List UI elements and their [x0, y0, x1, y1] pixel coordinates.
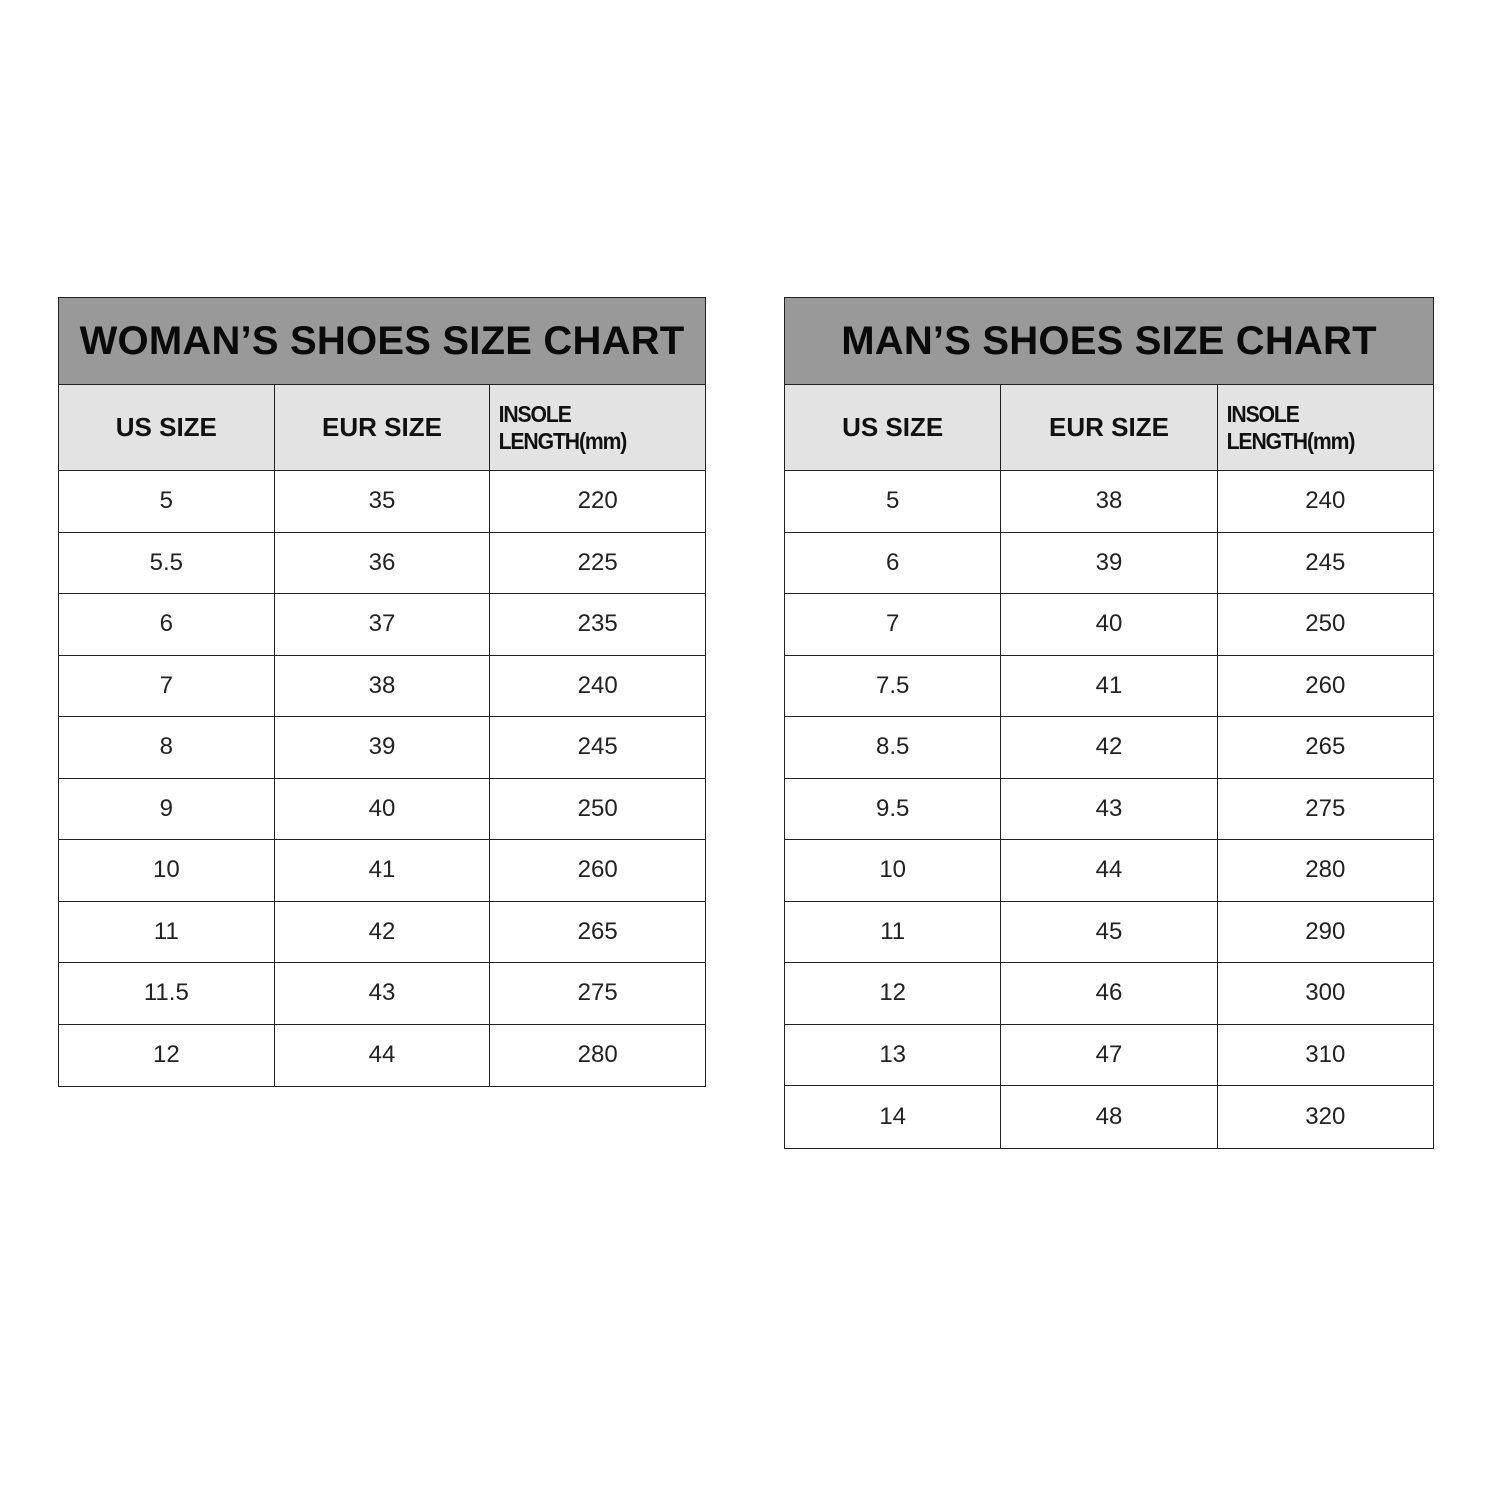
us-size-cell: 7.5 [785, 655, 1002, 716]
table-row: 10 44 280 [785, 840, 1433, 902]
insole-length-cell: 260 [1305, 671, 1346, 699]
eur-size-cell: 39 [1001, 532, 1218, 593]
eur-size-cell: 42 [275, 901, 491, 962]
us-size-cell: 8.5 [785, 717, 1002, 778]
table-row: 8.5 42 265 [785, 717, 1433, 779]
header-eur-size: EUR SIZE [275, 385, 491, 470]
eur-size-cell: 43 [275, 963, 491, 1024]
us-size-cell: 9 [59, 778, 275, 839]
us-size-cell: 6 [59, 594, 275, 655]
eur-size-cell: 35 [275, 471, 491, 532]
us-size-cell: 5 [785, 471, 1002, 532]
us-size-cell: 11 [785, 901, 1002, 962]
eur-size-cell: 38 [1001, 471, 1218, 532]
women-chart-title: WOMAN’S SHOES SIZE CHART [59, 298, 705, 385]
header-us-size: US SIZE [785, 385, 1002, 470]
table-row: 14 48 320 [785, 1086, 1433, 1148]
us-size-cell: 8 [59, 717, 275, 778]
table-row: 5 38 240 [785, 471, 1433, 533]
insole-length-cell: 275 [577, 979, 618, 1007]
insole-length-cell: 300 [1305, 979, 1346, 1007]
us-size-cell: 12 [785, 963, 1002, 1024]
header-us-size: US SIZE [59, 385, 275, 470]
eur-size-cell: 44 [1001, 840, 1218, 901]
eur-size-cell: 41 [275, 840, 491, 901]
table-row: 12 46 300 [785, 963, 1433, 1025]
us-size-cell: 7 [785, 594, 1002, 655]
table-row: 5.5 36 225 [59, 532, 705, 594]
us-size-cell: 14 [785, 1086, 1002, 1148]
table-row: 5 35 220 [59, 471, 705, 533]
table-row: 8 39 245 [59, 717, 705, 779]
table-row: 12 44 280 [59, 1024, 705, 1086]
us-size-cell: 6 [785, 532, 1002, 593]
us-size-cell: 12 [59, 1024, 275, 1086]
us-size-cell: 10 [785, 840, 1002, 901]
insole-length-cell: 225 [577, 548, 618, 576]
table-row: 13 47 310 [785, 1024, 1433, 1086]
insole-length-cell: 245 [577, 733, 618, 761]
table-row: 10 41 260 [59, 840, 705, 902]
eur-size-cell: 40 [275, 778, 491, 839]
eur-size-cell: 37 [275, 594, 491, 655]
eur-size-cell: 38 [275, 655, 491, 716]
women-header-row: US SIZE EUR SIZE INSOLE LENGTH(mm) [59, 385, 705, 471]
insole-length-cell: 250 [577, 794, 618, 822]
header-insole-length: INSOLE LENGTH(mm) [498, 400, 628, 454]
eur-size-cell: 46 [1001, 963, 1218, 1024]
us-size-cell: 11.5 [59, 963, 275, 1024]
eur-size-cell: 48 [1001, 1086, 1218, 1148]
us-size-cell: 11 [59, 901, 275, 962]
insole-length-cell: 260 [577, 856, 618, 884]
men-table-body: 5 38 240 6 39 245 7 40 250 7.5 41 260 8.5 42 265 9.5 43 2… [785, 471, 1433, 1148]
insole-length-cell: 290 [1305, 917, 1346, 945]
women-size-chart: WOMAN’S SHOES SIZE CHART US SIZE EUR SIZ… [58, 297, 706, 1087]
table-row: 11 45 290 [785, 901, 1433, 963]
insole-length-cell: 240 [577, 671, 618, 699]
insole-length-cell: 320 [1305, 1102, 1346, 1130]
insole-length-cell: 220 [577, 487, 618, 515]
us-size-cell: 10 [59, 840, 275, 901]
table-row: 7 40 250 [785, 594, 1433, 656]
insole-length-cell: 250 [1305, 610, 1346, 638]
eur-size-cell: 36 [275, 532, 491, 593]
insole-length-cell: 275 [1305, 794, 1346, 822]
insole-length-cell: 265 [1305, 733, 1346, 761]
eur-size-cell: 40 [1001, 594, 1218, 655]
insole-length-cell: 240 [1305, 487, 1346, 515]
us-size-cell: 13 [785, 1024, 1002, 1085]
table-row: 9.5 43 275 [785, 778, 1433, 840]
men-header-row: US SIZE EUR SIZE INSOLE LENGTH(mm) [785, 385, 1433, 471]
eur-size-cell: 41 [1001, 655, 1218, 716]
men-chart-title: MAN’S SHOES SIZE CHART [785, 298, 1433, 385]
us-size-cell: 5.5 [59, 532, 275, 593]
insole-length-cell: 245 [1305, 548, 1346, 576]
eur-size-cell: 39 [275, 717, 491, 778]
us-size-cell: 9.5 [785, 778, 1002, 839]
insole-length-cell: 310 [1305, 1040, 1346, 1068]
eur-size-cell: 44 [275, 1024, 491, 1086]
eur-size-cell: 45 [1001, 901, 1218, 962]
eur-size-cell: 47 [1001, 1024, 1218, 1085]
eur-size-cell: 43 [1001, 778, 1218, 839]
eur-size-cell: 42 [1001, 717, 1218, 778]
header-eur-size: EUR SIZE [1001, 385, 1218, 470]
table-row: 6 37 235 [59, 594, 705, 656]
table-row: 11 42 265 [59, 901, 705, 963]
insole-length-cell: 280 [577, 1041, 618, 1069]
insole-length-cell: 235 [577, 610, 618, 638]
us-size-cell: 5 [59, 471, 275, 532]
men-size-chart: MAN’S SHOES SIZE CHART US SIZE EUR SIZE … [784, 297, 1434, 1149]
us-size-cell: 7 [59, 655, 275, 716]
table-row: 9 40 250 [59, 778, 705, 840]
header-insole-length: INSOLE LENGTH(mm) [1226, 400, 1355, 454]
table-row: 11.5 43 275 [59, 963, 705, 1025]
insole-length-cell: 265 [577, 917, 618, 945]
women-table-body: 5 35 220 5.5 36 225 6 37 235 7 38 240 8 39 245 9 40 250 10… [59, 471, 705, 1086]
table-row: 7 38 240 [59, 655, 705, 717]
table-row: 7.5 41 260 [785, 655, 1433, 717]
insole-length-cell: 280 [1305, 856, 1346, 884]
table-row: 6 39 245 [785, 532, 1433, 594]
